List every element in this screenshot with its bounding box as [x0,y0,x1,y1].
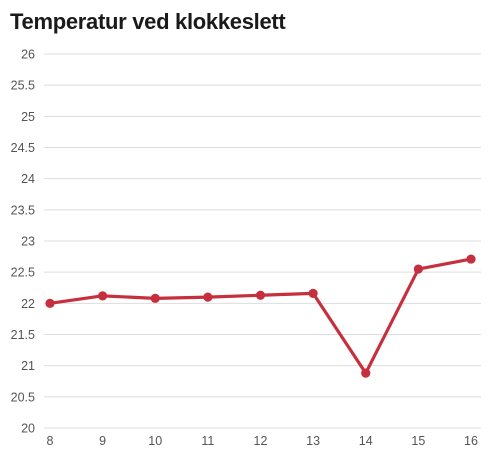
y-tick-label: 20 [21,422,35,436]
y-tick-label: 25.5 [11,79,35,93]
data-point [308,288,318,298]
x-tick-label: 15 [411,434,425,448]
x-tick-label: 8 [47,434,54,448]
y-tick-label: 23 [21,235,35,249]
y-axis-tick-labels: 20 20.5 21 21.5 22 22.5 23 23.5 24 24.5 25 25.5 26 [11,48,35,436]
series-lines [48,257,473,375]
y-tick-label: 26 [21,48,35,62]
x-tick-label: 16 [464,434,478,448]
data-point [413,264,423,274]
y-tick-label: 22.5 [11,266,35,280]
data-point [203,292,213,302]
y-tick-label: 21.5 [11,328,35,342]
y-tick-label: 24.5 [11,141,35,155]
y-tick-label: 23.5 [11,203,35,217]
y-tick-label: 22 [21,297,35,311]
data-point [45,298,55,308]
grid-lines [44,53,481,429]
y-tick-label: 24 [21,172,35,186]
x-tick-label: 12 [254,434,268,448]
x-tick-label: 13 [306,434,320,448]
series-line [48,257,473,375]
x-tick-label: 14 [359,434,373,448]
x-tick-label: 10 [148,434,162,448]
data-point [98,291,108,301]
x-tick-label: 11 [201,434,214,448]
chart-title: Temperatur ved klokkeslett [10,9,286,34]
data-point [466,254,476,264]
data-point [361,368,371,378]
y-tick-label: 20.5 [11,390,35,404]
y-tick-label: 25 [21,110,35,124]
series-points [45,254,476,378]
y-tick-label: 21 [21,359,35,373]
x-axis-tick-labels: 8 9 10 11 12 13 14 15 16 [47,434,478,448]
x-tick-label: 9 [99,434,106,448]
data-point [150,293,160,303]
data-point [255,290,266,300]
